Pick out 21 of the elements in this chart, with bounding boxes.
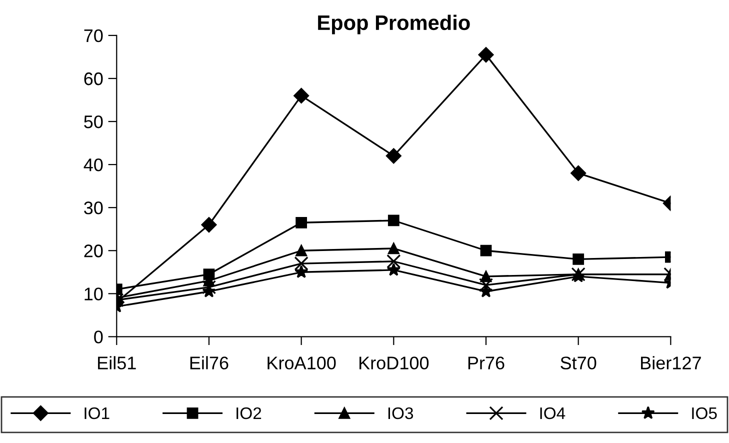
x-tick-label: Eil76 xyxy=(190,356,228,370)
y-tick-label: 0 xyxy=(94,330,103,344)
legend-label: IO4 xyxy=(540,407,566,420)
y-tick-label: 20 xyxy=(84,244,103,258)
x-tick-label: Bier127 xyxy=(641,356,701,370)
legend-label: IO3 xyxy=(388,407,414,420)
y-tick-label: 10 xyxy=(84,288,103,300)
y-tick-label: 70 xyxy=(84,29,103,42)
legend-label: IO1 xyxy=(84,407,110,420)
chart-title: Epop Promedio xyxy=(318,14,470,34)
x-tick-label: KroD100 xyxy=(360,356,429,370)
y-tick-label: 30 xyxy=(84,202,103,214)
legend-label: IO5 xyxy=(692,407,717,420)
x-tick-label: Pr76 xyxy=(468,356,504,370)
x-tick-label: St70 xyxy=(560,356,596,370)
x-tick-label: KroA100 xyxy=(268,356,336,370)
x-tick-label: Eil51 xyxy=(98,356,136,370)
legend-label: IO2 xyxy=(236,407,262,420)
y-tick-label: 60 xyxy=(84,72,103,86)
y-tick-label: 50 xyxy=(84,115,103,128)
y-tick-label: 40 xyxy=(84,158,103,172)
